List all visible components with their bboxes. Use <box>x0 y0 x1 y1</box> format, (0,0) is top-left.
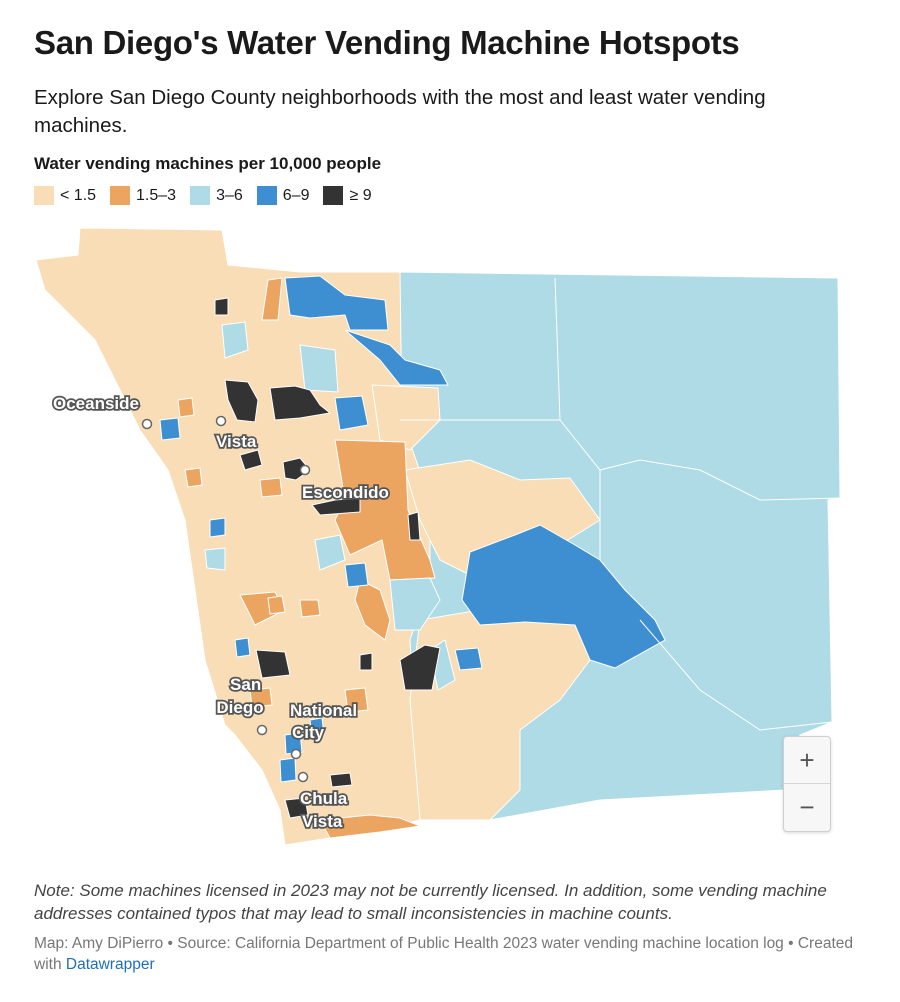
city-marker-chula-vista[interactable] <box>297 771 309 783</box>
region-poway[interactable] <box>354 579 391 641</box>
legend-item-1-5-3: 1.5–3 <box>110 186 176 205</box>
region-orange-clairemont[interactable] <box>249 687 273 708</box>
legend-swatch <box>190 186 211 205</box>
city-label-escondido: Escondido <box>302 483 389 502</box>
region-blue-oceanside[interactable] <box>159 417 181 441</box>
legend-label: 3–6 <box>216 186 243 204</box>
legend-item-lt-1-5: < 1.5 <box>34 186 96 205</box>
region-julian[interactable] <box>461 524 666 669</box>
city-marker-escondido[interactable] <box>299 464 311 476</box>
city-label-vista: Vista <box>216 432 257 451</box>
region-hotspot-el-cajon[interactable] <box>399 644 441 691</box>
boundary-lines <box>400 277 841 731</box>
legend-label: 1.5–3 <box>136 186 177 204</box>
zoom-divider <box>784 783 830 784</box>
chart-description: Explore San Diego County neighborhoods w… <box>34 86 766 137</box>
region-valley-center[interactable] <box>334 395 369 431</box>
datawrapper-link[interactable]: Datawrapper <box>65 956 155 973</box>
legend-swatch <box>110 186 131 205</box>
region-blue-vista[interactable] <box>209 517 226 538</box>
region-blue-kearny[interactable] <box>234 637 251 658</box>
region-orange-rancho[interactable] <box>299 599 321 618</box>
region-blue-escondido[interactable] <box>344 562 369 588</box>
region-orange-carlsbad[interactable] <box>184 467 203 488</box>
region-hotspot-south-bay[interactable] <box>329 772 353 788</box>
region-otay[interactable] <box>319 814 421 839</box>
region-lakeside-area[interactable] <box>371 384 441 451</box>
region-hotspot-vista-north[interactable] <box>224 379 259 423</box>
region-hotspot-ramona[interactable] <box>407 511 421 541</box>
county-map[interactable]: Oceanside Vista Escondido San Diego Nati… <box>0 220 900 860</box>
region-orange-san-marcos[interactable] <box>259 477 283 498</box>
city-label-national-city: National City <box>290 701 362 742</box>
zoom-in-button[interactable]: + <box>799 744 815 775</box>
legend-title: Water vending machines per 10,000 people <box>34 154 382 173</box>
region-orange-oceanside[interactable] <box>177 397 195 418</box>
zoom-control: + − <box>783 736 831 832</box>
legend-swatch <box>323 186 344 205</box>
legend-swatch <box>256 186 277 205</box>
chart-title: San Diego's Water Vending Machine Hotspo… <box>34 24 740 61</box>
legend: < 1.5 1.5–3 3–6 6–9 ≥ 9 <box>34 186 386 205</box>
region-orange-mira-mesa[interactable] <box>267 595 286 615</box>
city-label-chula-vista: Chula Vista <box>300 789 352 831</box>
region-blue-southeast[interactable] <box>309 717 325 738</box>
region-carmel-valley[interactable] <box>314 534 346 571</box>
legend-label: < 1.5 <box>60 186 97 204</box>
region-orange-la-mesa[interactable] <box>344 687 369 713</box>
region-polygons[interactable] <box>35 227 841 846</box>
region-hotspot-valley-center[interactable] <box>269 385 331 421</box>
region-pala-pauma[interactable] <box>284 275 389 331</box>
region-santee[interactable] <box>389 577 441 631</box>
region-hotspot-vista-south[interactable] <box>239 449 263 471</box>
footnote: Note: Some machines licensed in 2023 may… <box>34 881 827 923</box>
region-blue-national-city[interactable] <box>279 757 297 783</box>
region-hotspot-lemon-grove[interactable] <box>359 652 373 671</box>
legend-item-6-9: 6–9 <box>256 186 310 205</box>
region-hotspot-chula[interactable] <box>284 797 309 819</box>
region-bonsall[interactable] <box>299 344 339 393</box>
region-hotspot-fallbrook[interactable] <box>214 297 229 316</box>
legend-swatch <box>34 186 54 205</box>
region-blue-spring-valley[interactable] <box>454 647 483 671</box>
region-fallbrook[interactable] <box>221 321 249 359</box>
credit-line: Map: Amy DiPierro • Source: California D… <box>34 933 864 975</box>
legend-label: 6–9 <box>282 186 310 204</box>
credit-text: Map: Amy DiPierro • Source: California D… <box>34 935 853 973</box>
region-hotspot-san-diego[interactable] <box>255 649 291 679</box>
city-labels: Oceanside Vista Escondido San Diego Nati… <box>51 392 390 833</box>
city-markers <box>141 415 311 783</box>
region-hotspot-escondido-south[interactable] <box>311 497 361 516</box>
region-blue-city-heights[interactable] <box>284 732 303 755</box>
city-label-san-diego: San Diego <box>216 675 266 717</box>
city-marker-national-city[interactable] <box>290 748 302 760</box>
legend-label: ≥ 9 <box>349 186 372 204</box>
region-encinitas[interactable] <box>204 547 226 571</box>
city-marker-vista[interactable] <box>215 415 227 427</box>
legend-item-3-6: 3–6 <box>190 186 243 205</box>
city-marker-san-diego[interactable] <box>256 724 268 736</box>
legend-item-gte-9: ≥ 9 <box>323 186 372 205</box>
city-label-oceanside: Oceanside <box>53 394 139 413</box>
region-valley-center-east[interactable] <box>344 329 449 386</box>
zoom-out-button[interactable]: − <box>799 791 815 822</box>
city-marker-oceanside[interactable] <box>141 418 153 430</box>
region-north-orange[interactable] <box>261 277 283 321</box>
